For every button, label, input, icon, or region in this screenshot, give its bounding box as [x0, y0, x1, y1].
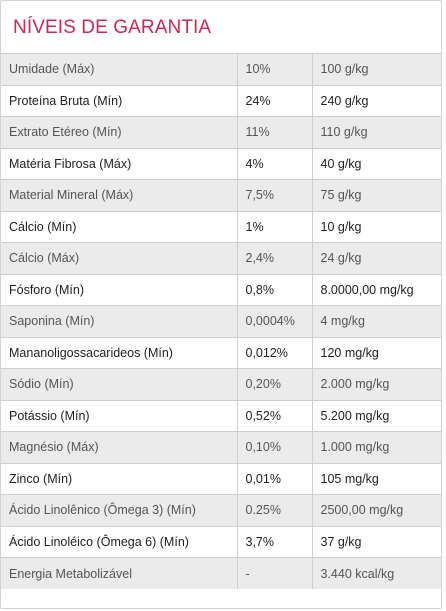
nutrient-name-cell: Matéria Fibrosa (Máx)	[1, 147, 238, 180]
amount-value-cell: 40 g/kg	[311, 147, 441, 180]
amount-value-cell: 120 mg/kg	[311, 336, 441, 369]
table-row: Proteína Bruta (Mín) 24% 240 g/kg	[1, 84, 441, 117]
percent-value-cell: 0,8%	[236, 273, 313, 306]
nutrient-name-cell: Cálcio (Mín)	[1, 210, 238, 243]
percent-value-cell: 0,01%	[236, 462, 313, 495]
amount-value-cell: 1.000 mg/kg	[311, 431, 441, 464]
amount-value-cell: 2.000 mg/kg	[311, 368, 441, 401]
amount-value-cell: 37 g/kg	[311, 525, 441, 558]
amount-value-cell: 100 g/kg	[311, 53, 441, 86]
amount-value-cell: 5.200 mg/kg	[311, 399, 441, 432]
amount-value-cell: 3.440 kcal/kg	[311, 557, 441, 589]
table-row: Magnésio (Máx) 0,10% 1.000 mg/kg	[1, 431, 441, 464]
table-row: Umidade (Máx) 10% 100 g/kg	[1, 53, 441, 86]
guarantee-table: Umidade (Máx) 10% 100 g/kg Proteína Bruta (…	[1, 53, 441, 589]
amount-value-cell: 110 g/kg	[311, 116, 441, 149]
nutrient-name-cell: Mananoligossacarideos (Mín)	[1, 336, 238, 369]
percent-value-cell: 0.25%	[236, 494, 313, 527]
percent-value-cell: 7,5%	[236, 179, 313, 212]
amount-value-cell: 4 mg/kg	[311, 305, 441, 338]
table-row: Sódio (Mín) 0,20% 2.000 mg/kg	[1, 368, 441, 401]
percent-value-cell: 2,4%	[236, 242, 313, 275]
table-row: Zinco (Mín) 0,01% 105 mg/kg	[1, 462, 441, 495]
percent-value-cell: 11%	[236, 116, 313, 149]
amount-value-cell: 24 g/kg	[311, 242, 441, 275]
nutrient-name-cell: Energia Metabolizável	[1, 557, 238, 589]
table-row: Extrato Etéreo (Mín) 11% 110 g/kg	[1, 116, 441, 149]
table-row: Energia Metabolizável -3.440 kcal/kg	[1, 557, 441, 589]
table-row: Matéria Fibrosa (Máx) 4% 40 g/kg	[1, 147, 441, 180]
guarantee-table-body: Umidade (Máx) 10% 100 g/kg Proteína Bruta (…	[1, 53, 441, 589]
percent-value-cell: 4%	[236, 147, 313, 180]
table-row: Ácido Linoléico (Ômega 6) (Mín) 3,7% 37 g/…	[1, 525, 441, 558]
amount-value-cell: 8.0000,00 mg/kg	[311, 273, 441, 306]
nutrient-name-cell: Ácido Linolênico (Ômega 3) (Mín)	[1, 494, 238, 527]
percent-value-cell: 0,52%	[236, 399, 313, 432]
percent-value-cell: 0,20%	[236, 368, 313, 401]
percent-value-cell: 3,7%	[236, 525, 313, 558]
nutrient-name-cell: Cálcio (Máx)	[1, 242, 238, 275]
amount-value-cell: 240 g/kg	[311, 84, 441, 117]
percent-value-cell: 0,012%	[236, 336, 313, 369]
table-row: Cálcio (Máx) 2,4% 24 g/kg	[1, 242, 441, 275]
amount-value-cell: 105 mg/kg	[311, 462, 441, 495]
table-row: Fósforo (Mín) 0,8% 8.0000,00 mg/kg	[1, 273, 441, 306]
percent-value-cell: 0,0004%	[236, 305, 313, 338]
percent-value-cell: 1%	[236, 210, 313, 243]
amount-value-cell: 75 g/kg	[311, 179, 441, 212]
nutrient-name-cell: Magnésio (Máx)	[1, 431, 238, 464]
table-row: Potássio (Mín) 0,52% 5.200 mg/kg	[1, 399, 441, 432]
amount-value-cell: 10 g/kg	[311, 210, 441, 243]
nutrient-name-cell: Saponina (Mín)	[1, 305, 238, 338]
table-row: Saponina (Mín) 0,0004% 4 mg/kg	[1, 305, 441, 338]
panel-title: NÍVEIS DE GARANTIA	[13, 17, 212, 38]
table-row: Cálcio (Mín) 1% 10 g/kg	[1, 210, 441, 243]
table-row: Ácido Linolênico (Ômega 3) (Mín) 0.25% 250…	[1, 494, 441, 527]
nutrient-name-cell: Fósforo (Mín)	[1, 273, 238, 306]
nutrient-name-cell: Material Mineral (Máx)	[1, 179, 238, 212]
nutrient-name-cell: Potássio (Mín)	[1, 399, 238, 432]
nutrient-name-cell: Sódio (Mín)	[1, 368, 238, 401]
nutrient-name-cell: Zinco (Mín)	[1, 462, 238, 495]
nutrient-name-cell: Ácido Linoléico (Ômega 6) (Mín)	[1, 525, 238, 558]
percent-value-cell: -	[236, 557, 313, 589]
percent-value-cell: 24%	[236, 84, 313, 117]
nutrient-name-cell: Proteína Bruta (Mín)	[1, 84, 238, 117]
nutrient-name-cell: Umidade (Máx)	[1, 53, 238, 86]
nutrient-name-cell: Extrato Etéreo (Mín)	[1, 116, 238, 149]
percent-value-cell: 0,10%	[236, 431, 313, 464]
amount-value-cell: 2500,00 mg/kg	[311, 494, 441, 527]
table-row: Material Mineral (Máx) 7,5% 75 g/kg	[1, 179, 441, 212]
percent-value-cell: 10%	[236, 53, 313, 86]
table-row: Mananoligossacarideos (Mín) 0,012% 120 mg/…	[1, 336, 441, 369]
